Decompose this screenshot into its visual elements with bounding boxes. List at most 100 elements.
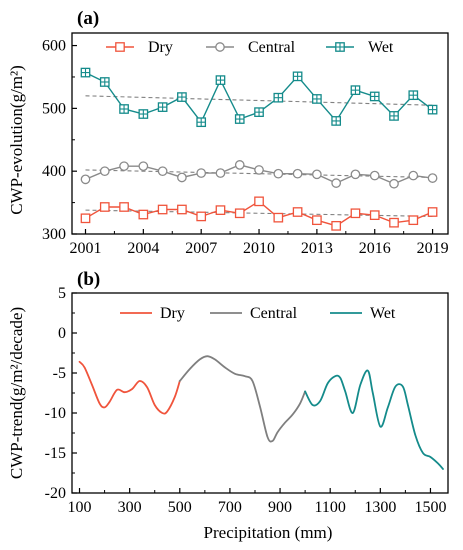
curve-central [178, 355, 307, 443]
data-point-central [80, 174, 91, 185]
a-x-tick-label: 2010 [243, 240, 275, 257]
series-central [80, 160, 438, 189]
legend-b-label-dry: Dry [160, 305, 185, 322]
data-point-central [427, 173, 438, 183]
b-y-tick-label: 0 [58, 325, 66, 342]
data-point-central [254, 165, 264, 175]
data-point-central [389, 178, 399, 189]
panel-b: (b) CWP-trend(g/m²/decade) Precipitation… [7, 269, 449, 542]
b-x-tick-label: 700 [218, 499, 242, 516]
a-y-tick-label: 300 [42, 226, 66, 243]
b-x-tick-label: 1300 [364, 499, 396, 516]
data-point-dry [427, 207, 438, 217]
legend-marker-dry [115, 42, 125, 52]
b-y-tick-label: -5 [53, 365, 66, 382]
data-point-dry [215, 205, 226, 215]
data-point-wet [234, 114, 245, 124]
panel-a-label: (a) [77, 8, 99, 29]
legend-label-wet: Wet [368, 39, 394, 56]
data-point-central [273, 168, 284, 179]
curve-wet [304, 369, 444, 470]
b-x-tick-label: 500 [168, 499, 192, 516]
data-point-central [99, 166, 110, 177]
data-point-wet [331, 116, 342, 126]
a-y-tick-label: 500 [42, 100, 66, 117]
data-point-dry [350, 208, 361, 219]
legend-marker-central [215, 42, 225, 52]
panel-b-ticks: 100 300 500 700 900 1100 1300 1500 5 0 -5 -10 -15 -20 [45, 285, 447, 516]
panel-a-y-axis-label: CWP-evolution(g/m²) [7, 65, 26, 215]
legend-marker-wet [335, 42, 345, 52]
trend-line-dry [85, 209, 433, 217]
panel-a-series [80, 67, 438, 231]
b-y-tick-label: 5 [58, 285, 66, 302]
data-point-dry [138, 209, 149, 220]
panel-a-legend: Dry Central Wet [106, 39, 394, 56]
trend-line-wet [85, 95, 433, 106]
a-x-tick-label: 2016 [359, 240, 391, 257]
a-x-tick-label: 2004 [127, 240, 159, 257]
a-y-tick-label: 600 [42, 38, 66, 55]
data-point-wet [177, 92, 187, 102]
panel-a-ticks: 2001 2004 2007 2010 2013 2016 2019 300 400 500 600 [42, 38, 449, 257]
data-point-dry [369, 210, 380, 221]
data-point-dry [312, 215, 322, 226]
data-point-dry [254, 196, 264, 207]
panel-b-y-axis-label: CWP-trend(g/m²/decade) [7, 307, 26, 479]
data-point-wet [292, 71, 303, 82]
data-point-dry [389, 217, 399, 228]
panel-a-frame [71, 32, 449, 235]
data-point-central [312, 169, 322, 180]
panel-b-series [78, 355, 444, 470]
data-point-central [177, 172, 187, 183]
data-point-wet [273, 92, 284, 103]
data-point-central [119, 161, 129, 172]
data-point-dry [234, 208, 245, 219]
b-x-tick-label: 1100 [314, 499, 345, 516]
a-x-tick-label: 2013 [301, 240, 333, 257]
data-point-dry [292, 207, 303, 217]
panel-b-label: (b) [77, 269, 100, 290]
b-x-tick-label: 900 [268, 499, 292, 516]
data-point-dry [99, 202, 110, 212]
data-point-dry [408, 215, 419, 226]
data-point-central [350, 169, 361, 180]
data-point-wet [389, 111, 399, 121]
data-point-central [331, 178, 342, 188]
data-point-wet [99, 77, 110, 87]
data-point-wet [254, 107, 264, 117]
data-point-wet [408, 90, 419, 101]
data-point-central [215, 168, 226, 178]
data-point-dry [331, 220, 342, 231]
data-point-dry [80, 213, 91, 224]
b-x-tick-label: 300 [118, 499, 142, 516]
series-wet [80, 67, 438, 128]
b-y-tick-label: -20 [45, 485, 66, 502]
data-point-central [196, 168, 207, 178]
data-point-central [369, 170, 380, 181]
data-point-wet [369, 91, 380, 102]
a-x-tick-label: 2007 [185, 240, 217, 257]
panel-b-frame [71, 292, 449, 494]
data-point-dry [119, 202, 129, 212]
data-point-wet [138, 109, 149, 119]
data-point-central [234, 160, 245, 170]
a-y-tick-label: 400 [42, 163, 66, 180]
legend-label-central: Central [248, 39, 296, 56]
legend-b-label-central: Central [250, 305, 298, 322]
panel-b-legend: Dry Central Wet [120, 305, 396, 322]
curve-dry [78, 360, 181, 415]
panel-a: (a) CWP-evolution(g/m²) 2001 2004 2007 2010… [7, 8, 449, 257]
panel-b-x-axis-label: Precipitation (mm) [204, 523, 333, 542]
data-point-dry [196, 211, 207, 222]
a-x-tick-label: 2019 [417, 240, 449, 257]
a-x-tick-label: 2001 [69, 240, 101, 257]
data-point-wet [312, 94, 322, 104]
data-point-central [157, 166, 168, 177]
b-y-tick-label: -15 [45, 445, 66, 462]
legend-label-dry: Dry [148, 39, 173, 56]
series-dry [80, 196, 438, 231]
data-point-wet [157, 102, 168, 112]
data-point-dry [177, 204, 187, 215]
